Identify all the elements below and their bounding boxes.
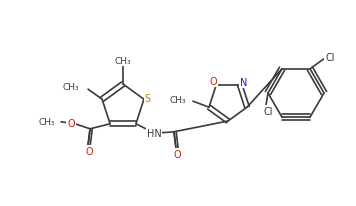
Text: Cl: Cl (263, 107, 273, 116)
Text: CH₃: CH₃ (169, 95, 186, 104)
Text: Cl: Cl (325, 53, 335, 62)
Text: O: O (67, 118, 75, 128)
Text: CH₃: CH₃ (62, 82, 79, 91)
Text: N: N (240, 77, 247, 87)
Text: O: O (209, 76, 217, 86)
Text: CH₃: CH₃ (38, 118, 55, 127)
Text: O: O (173, 149, 181, 159)
Text: S: S (145, 94, 151, 104)
Text: CH₃: CH₃ (115, 57, 131, 66)
Text: HN: HN (147, 128, 161, 138)
Text: O: O (85, 146, 93, 156)
